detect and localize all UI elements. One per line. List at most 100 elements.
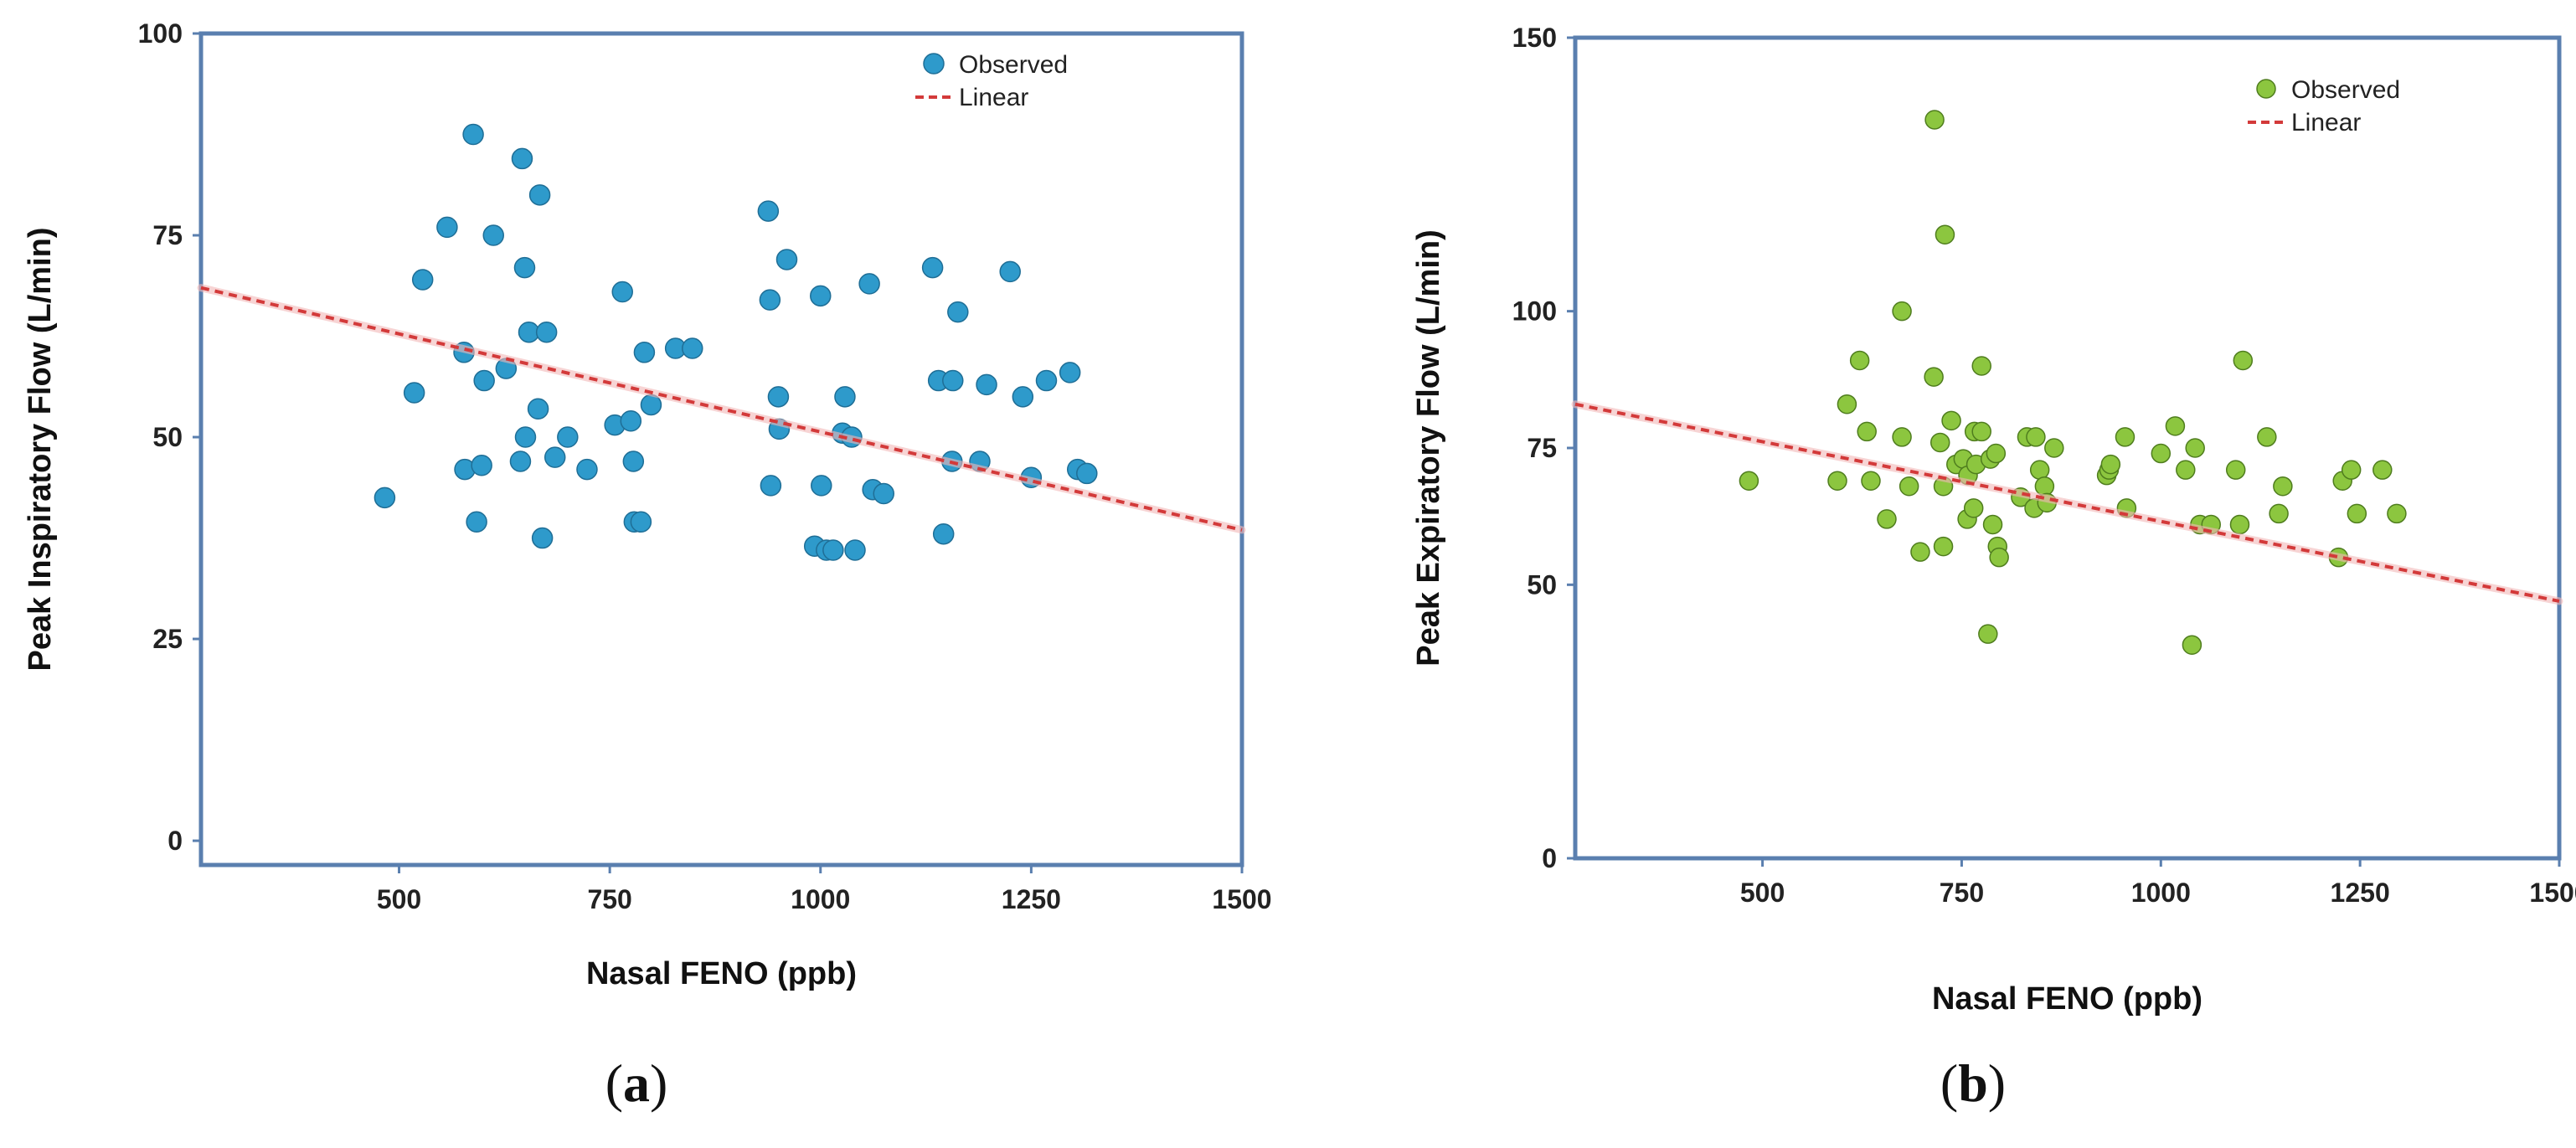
y-tick-label-b: 75 [1527, 433, 1557, 463]
observed-point-a [775, 249, 798, 270]
observed-point-a [622, 450, 645, 472]
observed-point-a [834, 386, 856, 408]
observed-point-a [1035, 369, 1058, 392]
observed-point-a [1076, 462, 1098, 485]
observed-point-b [1989, 547, 2009, 568]
observed-point-b [2026, 427, 2046, 447]
observed-point-b [1857, 421, 1877, 442]
observed-point-b [1924, 367, 1944, 387]
observed-point-a [810, 285, 832, 307]
observed-point-a [411, 269, 434, 291]
x-tick-label-a: 1250 [1002, 884, 1061, 914]
legend-observed-label-b: Observed [2291, 76, 2400, 104]
observed-point-a [403, 382, 425, 404]
observed-point-b [1739, 471, 1759, 491]
caption-letter: a [623, 1053, 650, 1113]
observed-point-b [1877, 509, 1897, 529]
observed-point-a [436, 216, 458, 239]
observed-point-a [682, 337, 703, 359]
caption-open-paren: ( [605, 1053, 623, 1113]
caption-close-paren: ) [1988, 1053, 2006, 1113]
observed-point-a [620, 410, 642, 432]
x-axis-title-b: Nasal FENO (ppb) [1932, 981, 2202, 1017]
y-tick-label-b: 150 [1512, 23, 1557, 53]
observed-point-a [844, 539, 866, 561]
x-tick-label-a: 1000 [791, 884, 850, 914]
x-tick-label-b: 1500 [2529, 878, 2576, 908]
legend-linear-label-b: Linear [2291, 109, 2361, 136]
observed-point-a [999, 260, 1021, 283]
observed-point-a [757, 200, 780, 222]
legend-observed-marker-a [923, 53, 945, 75]
observed-point-a [576, 458, 598, 481]
y-tick-label-a: 100 [138, 18, 183, 49]
observed-point-a [942, 369, 964, 392]
observed-point-b [1827, 471, 1847, 491]
observed-point-b [1861, 471, 1881, 491]
x-tick-label-a: 1500 [1212, 884, 1271, 914]
plot-frame-b [1573, 35, 2562, 861]
caption-letter: b [1958, 1053, 1988, 1113]
plot-frame-a [198, 31, 1244, 867]
y-tick-label-b: 100 [1512, 296, 1557, 327]
observed-point-b [2229, 514, 2250, 535]
observed-point-b [1849, 350, 1870, 371]
observed-point-a [511, 147, 533, 170]
observed-point-a [557, 426, 579, 448]
observed-point-a [1059, 362, 1081, 384]
observed-point-a [873, 482, 894, 505]
legend-linear-label-a: Linear [959, 84, 1028, 111]
observed-point-b [2151, 443, 2172, 464]
observed-point-a [513, 256, 536, 279]
y-tick-label-a: 0 [167, 826, 183, 856]
observed-point-a [462, 123, 484, 146]
linear-fit-line-a [200, 286, 1243, 532]
observed-point-b [1986, 443, 2007, 464]
observed-point-a [767, 386, 790, 408]
observed-point-b [1837, 394, 1857, 414]
observed-point-b [2176, 460, 2196, 480]
observed-point-b [2269, 503, 2289, 524]
observed-point-a [611, 281, 633, 303]
caption-open-paren: ( [1940, 1053, 1958, 1113]
panel-b-chart: 0 50 75 100 150 500 750 1000 1250 1500 Nasal FENO … [1411, 23, 2576, 1113]
observed-point-a [630, 511, 652, 533]
x-tick-label-b: 500 [1740, 878, 1785, 908]
observed-point-a [535, 321, 558, 343]
y-tick-label-a: 25 [152, 624, 183, 654]
observed-point-b [2347, 503, 2367, 524]
observed-point-b [1963, 498, 1984, 518]
observed-point-a [932, 523, 955, 545]
observed-point-a [947, 301, 969, 323]
observed-point-a [482, 224, 504, 246]
observed-point-a [531, 527, 554, 549]
observed-point-b [2372, 460, 2393, 480]
panel-a-chart: 0 25 50 75 100 500 750 1000 1250 1500 Nasal FENO (… [23, 18, 1272, 1113]
observed-point-b [2185, 438, 2205, 458]
observed-point-b [1978, 624, 1998, 644]
observed-point-b [2273, 476, 2293, 497]
observed-point-a [473, 369, 495, 392]
observed-point-a [921, 256, 944, 279]
observed-point-b [1982, 514, 2003, 535]
observed-point-a [811, 475, 832, 497]
caption-close-paren: ) [650, 1053, 667, 1113]
observed-point-b [1971, 421, 1991, 442]
x-tick-label-b: 750 [1940, 878, 1984, 908]
observed-point-a [1012, 386, 1034, 408]
legend-observed-label-a: Observed [959, 51, 1068, 79]
observed-point-a [528, 184, 551, 206]
y-tick-label-b: 0 [1542, 843, 1557, 873]
x-axis-title-a: Nasal FENO (ppb) [586, 956, 857, 991]
observed-point-a [466, 511, 487, 533]
y-tick-label-a: 50 [152, 422, 183, 452]
observed-point-a [822, 539, 844, 561]
observed-point-b [2034, 476, 2055, 497]
observed-point-a [858, 273, 880, 295]
y-tick-label-a: 75 [152, 220, 183, 250]
observed-point-a [374, 486, 396, 509]
observed-point-b [1929, 432, 1950, 453]
observed-point-b [2225, 460, 2246, 480]
observed-point-b [2044, 438, 2064, 458]
